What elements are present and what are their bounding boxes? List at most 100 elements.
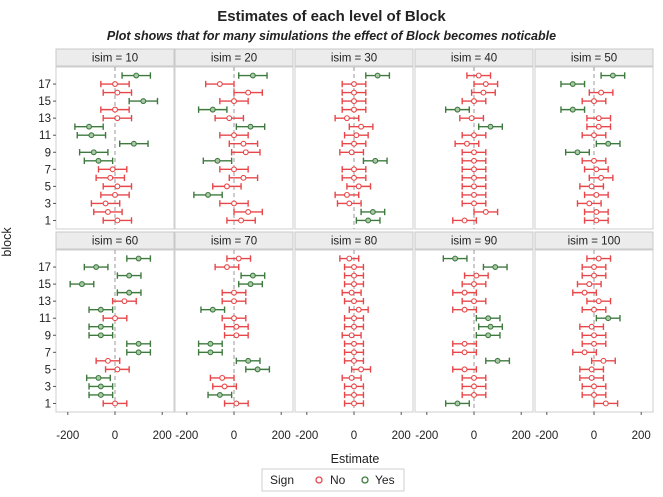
errorbar-block-13 bbox=[111, 297, 137, 305]
estimate-point bbox=[591, 272, 597, 279]
estimate-point bbox=[247, 281, 254, 288]
errorbar-block-15 bbox=[128, 97, 159, 105]
y-tick-label: 3 bbox=[45, 381, 51, 393]
estimate-point bbox=[600, 357, 607, 364]
estimate-point bbox=[114, 115, 121, 122]
estimate-point bbox=[471, 166, 477, 173]
errorbar-block-6 bbox=[343, 357, 365, 365]
errorbar-block-15 bbox=[581, 97, 607, 105]
panel-strip-label: isim = 80 bbox=[331, 236, 377, 248]
legend: Sign No Yes bbox=[261, 468, 405, 492]
x-tick-label: -200 bbox=[415, 430, 438, 442]
errorbar-block-18 bbox=[121, 72, 152, 79]
estimate-point bbox=[358, 123, 365, 130]
errorbar-block-16 bbox=[240, 272, 266, 279]
estimate-point bbox=[588, 366, 595, 373]
estimate-point bbox=[346, 200, 353, 207]
estimate-point bbox=[205, 191, 211, 198]
estimate-point bbox=[595, 123, 602, 130]
errorbar-block-12 bbox=[348, 306, 369, 313]
x-tick-label: 200 bbox=[632, 430, 651, 442]
estimate-point bbox=[593, 191, 600, 198]
estimate-point bbox=[591, 157, 597, 164]
estimate-point bbox=[591, 332, 597, 339]
estimate-point bbox=[79, 281, 85, 288]
errorbar-block-7 bbox=[97, 166, 128, 173]
estimate-point bbox=[97, 391, 104, 398]
errorbar-block-2 bbox=[360, 208, 386, 216]
estimate-point bbox=[245, 357, 252, 364]
estimate-point bbox=[231, 132, 237, 139]
panel-strip bbox=[414, 48, 534, 67]
errorbar-block-7 bbox=[583, 166, 609, 173]
errorbar-block-14 bbox=[572, 289, 598, 296]
errorbar-block-14 bbox=[341, 106, 367, 113]
estimate-point bbox=[471, 149, 477, 156]
estimate-point bbox=[374, 72, 381, 79]
estimate-point bbox=[351, 281, 357, 288]
errorbar-block-15 bbox=[238, 280, 264, 288]
errorbar-block-17 bbox=[343, 263, 365, 271]
x-tick-label: -200 bbox=[175, 430, 198, 442]
errorbar-block-14 bbox=[444, 106, 470, 113]
estimate-point bbox=[351, 383, 357, 390]
estimate-point bbox=[102, 200, 109, 207]
estimate-point bbox=[209, 306, 216, 313]
errorbar-block-9 bbox=[564, 149, 590, 156]
estimate-point bbox=[351, 81, 357, 88]
errorbar-block-14 bbox=[452, 289, 478, 296]
estimate-point bbox=[231, 166, 237, 173]
estimate-point bbox=[133, 72, 140, 79]
estimate-point bbox=[351, 272, 357, 279]
y-tick-label: 17 bbox=[38, 262, 51, 274]
estimate-point bbox=[471, 174, 477, 181]
errorbar-block-6 bbox=[95, 174, 126, 182]
errorbar-block-1 bbox=[444, 400, 470, 407]
estimate-point bbox=[569, 106, 576, 113]
estimate-point bbox=[487, 323, 494, 330]
estimate-point bbox=[348, 332, 355, 339]
estimate-point bbox=[482, 81, 489, 88]
estimate-point bbox=[90, 149, 97, 156]
y-tick-label: 11 bbox=[39, 313, 51, 325]
errorbar-block-9 bbox=[461, 149, 487, 156]
errorbar-block-7 bbox=[126, 349, 152, 356]
estimate-point bbox=[591, 264, 597, 271]
errorbar-block-14 bbox=[341, 289, 362, 296]
errorbar-block-18 bbox=[226, 255, 252, 262]
estimate-point bbox=[140, 98, 147, 105]
estimate-point bbox=[351, 323, 357, 330]
errorbar-block-12 bbox=[235, 123, 266, 130]
estimate-point bbox=[348, 289, 355, 296]
y-axis-label: block bbox=[0, 227, 14, 257]
estimate-point bbox=[351, 400, 357, 407]
estimate-point bbox=[209, 106, 216, 113]
estimate-point bbox=[586, 281, 593, 288]
panel-strip bbox=[174, 48, 294, 67]
estimate-point bbox=[254, 366, 261, 373]
estimate-point bbox=[114, 89, 121, 96]
errorbar-block-15 bbox=[461, 280, 487, 288]
errorbar-block-17 bbox=[100, 80, 130, 88]
errorbar-block-11 bbox=[76, 132, 107, 139]
estimate-point bbox=[112, 81, 118, 88]
errorbar-block-17 bbox=[83, 263, 109, 271]
errorbar-block-9 bbox=[230, 149, 261, 156]
estimate-point bbox=[233, 332, 240, 339]
panel-strip-label: isim = 100 bbox=[568, 236, 621, 248]
errorbar-block-9 bbox=[341, 332, 362, 339]
estimate-point bbox=[238, 217, 245, 224]
x-tick-label: -200 bbox=[295, 430, 318, 442]
estimate-point bbox=[231, 200, 237, 207]
errorbar-block-5 bbox=[579, 366, 605, 373]
x-tick-label: 0 bbox=[591, 430, 597, 442]
estimate-point bbox=[591, 391, 597, 398]
errorbar-block-1 bbox=[452, 217, 478, 224]
legend-box bbox=[261, 468, 405, 492]
errorbar-block-12 bbox=[348, 123, 374, 130]
estimate-point bbox=[240, 174, 247, 181]
estimate-point bbox=[454, 400, 461, 407]
errorbar-block-18 bbox=[466, 72, 492, 79]
estimate-point bbox=[126, 289, 133, 296]
estimate-point bbox=[247, 123, 254, 130]
